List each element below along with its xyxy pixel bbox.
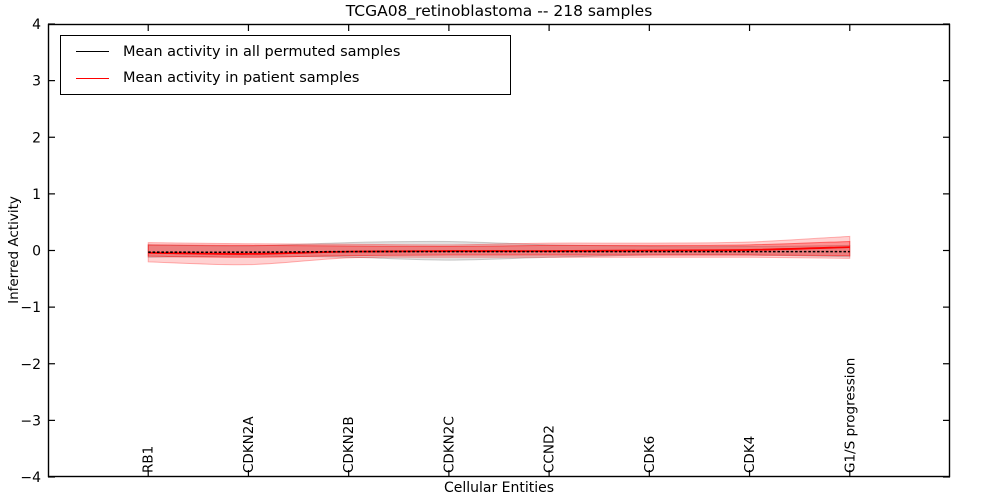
y-tick-label: −4 — [20, 470, 41, 486]
x-tick-label: CCND2 — [542, 425, 558, 473]
legend: Mean activity in all permuted samples Me… — [60, 35, 511, 95]
legend-label-patient: Mean activity in patient samples — [123, 70, 360, 87]
x-tick-label: CDKN2A — [241, 416, 257, 473]
legend-label-permuted: Mean activity in all permuted samples — [123, 43, 401, 60]
y-tick-label: 2 — [32, 130, 41, 146]
x-tick-label: CDKN2B — [341, 416, 357, 473]
x-tick-label: CDKN2C — [441, 416, 457, 473]
y-axis-label: Inferred Activity — [6, 196, 22, 304]
x-tick-label: RB1 — [141, 446, 157, 473]
x-tick-label: CDK4 — [742, 436, 758, 473]
legend-swatch-1 — [76, 77, 109, 79]
chart-title: TCGA08_retinoblastoma -- 218 samples — [345, 2, 653, 20]
x-tick-label: CDK6 — [642, 436, 658, 473]
legend-swatch-0 — [76, 51, 109, 53]
x-axis-label: Cellular Entities — [443, 480, 555, 496]
band-1-1 — [147, 240, 851, 258]
y-tick-label: 0 — [32, 244, 41, 260]
x-tick-label: G1/S progression — [842, 358, 858, 473]
series-line-permuted — [148, 250, 850, 254]
y-tick-label: 3 — [32, 74, 41, 90]
legend-item-permuted: Mean activity in all permuted samples — [61, 39, 510, 65]
y-tick-label: −1 — [20, 300, 41, 316]
y-tick-label: 4 — [32, 17, 41, 33]
series-line-patient — [148, 246, 850, 255]
y-tick-label: −2 — [20, 357, 41, 373]
y-tick-label: −3 — [20, 413, 41, 429]
y-tick-label: 1 — [32, 187, 41, 203]
legend-item-patient: Mean activity in patient samples — [61, 65, 510, 91]
